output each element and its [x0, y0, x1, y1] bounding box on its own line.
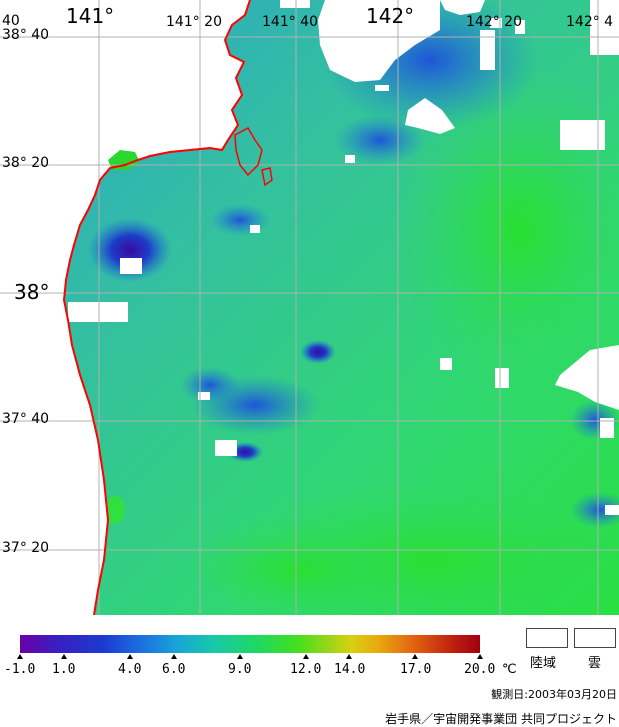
lon-label: 141° 40 [262, 14, 318, 30]
graticule [0, 0, 619, 615]
land-area [0, 0, 250, 615]
lon-label: 40 [2, 13, 20, 29]
observation-date: 観測日:2003年03月20日 [491, 688, 617, 701]
colorbar-tick-mark [171, 654, 177, 659]
lon-label: 141° 20 [166, 14, 222, 30]
cloud-patches [68, 0, 619, 515]
colorbar-tick-mark [346, 654, 352, 659]
credit-line: 岩手県／宇宙開発事業団 共同プロジェクト [385, 712, 617, 726]
cloud-legend-swatch [574, 628, 616, 648]
lon-label: 142° 4 [566, 14, 614, 30]
cool-region [180, 367, 240, 403]
colorbar-tick-mark [303, 654, 309, 659]
colorbar-tick-mark [477, 654, 483, 659]
land-legend-swatch [526, 628, 568, 648]
cold-region [88, 218, 172, 282]
colorbar-tick-label: 20.0 [464, 662, 496, 677]
colorbar-tick-mark [61, 654, 67, 659]
colorbar-unit: ℃ [502, 662, 517, 677]
cool-region [335, 115, 425, 165]
sst-map [0, 0, 619, 615]
lon-label: 142° 20 [466, 14, 522, 30]
land-legend-label: 陸域 [530, 656, 557, 671]
colorbar-tick-mark [412, 654, 418, 659]
lat-label: 37° 40 [2, 411, 50, 427]
cool-region [570, 492, 619, 528]
colorbar-tick-label: 9.0 [228, 662, 252, 677]
warm-region [105, 496, 125, 524]
cold-region [300, 340, 336, 364]
temperature-colorbar [20, 635, 480, 653]
coastline [261, 167, 273, 187]
lat-label: 38° 20 [2, 155, 50, 171]
colorbar-tick-label: 17.0 [400, 662, 432, 677]
colorbar-tick-label: 12.0 [290, 662, 322, 677]
cool-region [210, 204, 270, 236]
colorbar-tick-mark [237, 654, 243, 659]
colorbar-tick-label: 6.0 [162, 662, 186, 677]
coastline [234, 126, 263, 177]
lat-label: 38° [14, 280, 50, 304]
lat-label: 37° 20 [2, 540, 50, 556]
lon-label: 141° [66, 4, 115, 28]
lon-label: 142° [366, 4, 415, 28]
lat-label: 38° 40 [2, 27, 50, 43]
coastline [62, 0, 251, 615]
warm-region [180, 520, 420, 615]
colorbar-tick-label: 14.0 [334, 662, 366, 677]
colorbar-tick-label: 1.0 [52, 662, 76, 677]
colorbar-tick-mark [17, 654, 23, 659]
colorbar-tick-mark [127, 654, 133, 659]
colorbar-tick-label: -1.0 [4, 662, 36, 677]
cloud-legend-label: 雲 [588, 656, 602, 671]
colorbar-tick-label: 4.0 [118, 662, 142, 677]
